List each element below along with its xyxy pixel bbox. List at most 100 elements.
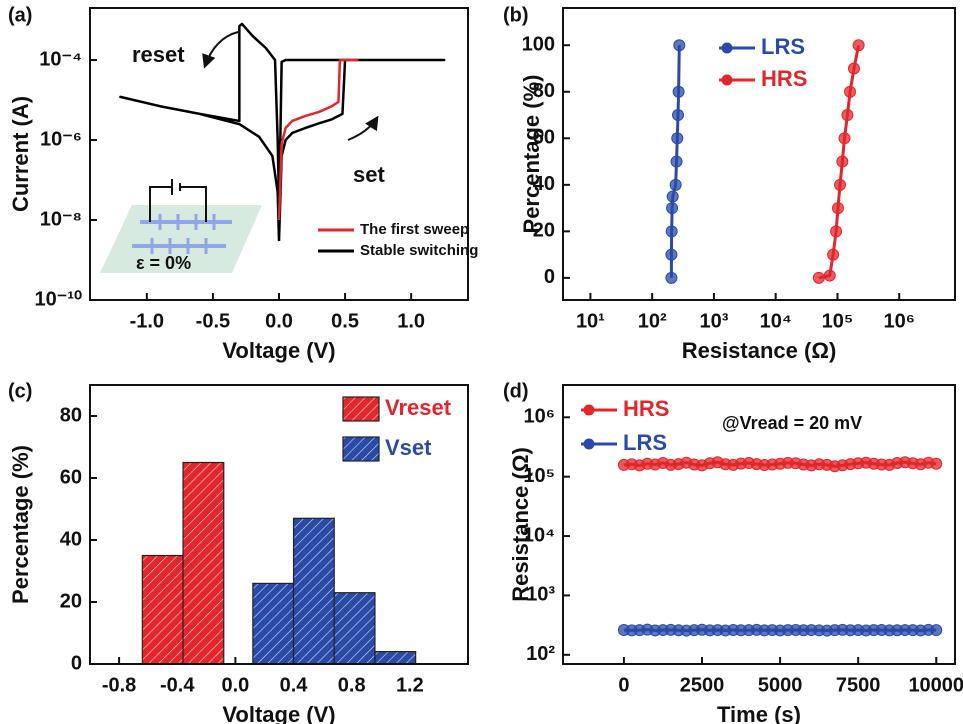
y-tick-label: 0 [544,266,555,288]
x-tick-label: 5000 [758,674,803,696]
histogram-bar [182,461,225,664]
device-schematic [100,179,262,273]
y-tick-label: 40 [60,528,82,550]
x-tick-label: 10² [638,310,667,332]
y-tick-label: 10⁻⁴ [39,48,82,70]
legend-label: The first sweep [360,221,469,238]
x-tick-label: -0.8 [102,674,136,696]
x-tick-label: 10⁴ [760,310,792,332]
plot-frame [89,7,469,301]
y-tick-label: 10⁻⁶ [40,128,82,150]
x-tick-label: 10³ [699,310,728,332]
panel-label: (b) [503,4,529,26]
y-tick-label: 20 [60,590,82,612]
data-point [930,457,943,470]
x-tick-label: 0.0 [265,310,293,332]
data-point [847,62,860,75]
legend-label: Vset [385,435,432,460]
panel-label: (d) [503,380,529,402]
x-tick-label: 0.8 [338,674,366,696]
series-line [277,58,359,221]
y-tick-label: 10⁶ [524,406,555,428]
data-point [669,178,682,191]
data-point [671,132,684,145]
data-point [672,85,685,98]
x-tick-label: 10⁶ [883,310,914,332]
x-axis-label: Voltage (V) [222,338,335,363]
data-point [852,39,865,52]
x-tick-label: 0.4 [280,674,309,696]
x-tick-label: 7500 [836,674,881,696]
plot-frame [562,7,956,301]
data-point [665,248,678,261]
data-point [823,269,836,282]
x-tick-label: 10¹ [576,310,605,332]
plot-area [141,461,417,664]
legend-marker [721,74,733,86]
x-tick-label: 0 [618,674,629,696]
y-tick-label: 10² [526,643,555,665]
y-tick-label: 40 [533,173,555,195]
set-arrow [347,115,379,141]
data-point [838,132,851,145]
annotation: reset [132,42,185,67]
histogram-bar [292,517,335,664]
annotation: @Vread = 20 mV [722,413,862,433]
y-tick-label: 80 [60,404,82,426]
data-point [836,155,849,168]
data-point [841,109,854,122]
legend-label: Stable switching [360,242,478,259]
x-tick-label: -1.0 [130,310,164,332]
y-axis-label: Percentage (%) [519,75,544,234]
x-tick-label: 2500 [680,674,725,696]
series-line [119,22,446,241]
legend-label: HRS [761,66,807,91]
x-tick-label: -0.5 [196,310,230,332]
data-point [670,155,683,168]
x-axis-label: Resistance (Ω) [682,338,837,363]
x-tick-label: -0.4 [160,674,195,696]
histogram-bar [252,582,295,664]
y-tick-label: 10⁻⁸ [40,208,82,230]
y-tick-label: 100 [522,34,555,56]
data-point [834,178,847,191]
legend-marker [721,42,733,54]
legend-swatch [342,396,380,422]
y-tick-label: 80 [533,80,555,102]
y-tick-label: 10³ [526,584,555,606]
y-tick-label: 60 [60,466,82,488]
data-point [673,39,686,52]
legend-label: HRS [623,396,669,421]
annotation: set [353,162,385,187]
x-tick-label: 0.0 [221,674,249,696]
plot-area [665,39,865,284]
x-tick-label: 10000 [908,674,963,696]
legend-label: LRS [623,430,667,455]
plot-area [119,22,446,241]
legend-marker [583,438,595,450]
data-point [831,202,844,215]
data-point [830,225,843,238]
legend-label: Vreset [385,395,452,420]
legend-swatch [342,436,380,462]
data-point [665,225,678,238]
y-tick-label: 10⁵ [523,465,555,487]
data-point [665,271,678,284]
data-point [844,85,857,98]
histogram-bar [333,592,376,664]
x-tick-label: 10⁵ [822,310,854,332]
x-axis-label: Voltage (V) [222,702,335,724]
legend-label: LRS [761,34,805,59]
y-axis-label: Resistance (Ω) [508,447,533,602]
data-point [672,109,685,122]
reset-arrow [202,31,239,69]
y-tick-label: 20 [533,220,555,242]
x-axis-label: Time (s) [717,702,801,724]
x-tick-label: 1.0 [397,310,425,332]
x-tick-label: 0.5 [331,310,359,332]
legend-marker [583,404,595,416]
panel-label: (a) [8,4,32,26]
data-point [666,190,679,203]
panel-label: (c) [8,380,32,402]
histogram-bar [374,650,417,664]
